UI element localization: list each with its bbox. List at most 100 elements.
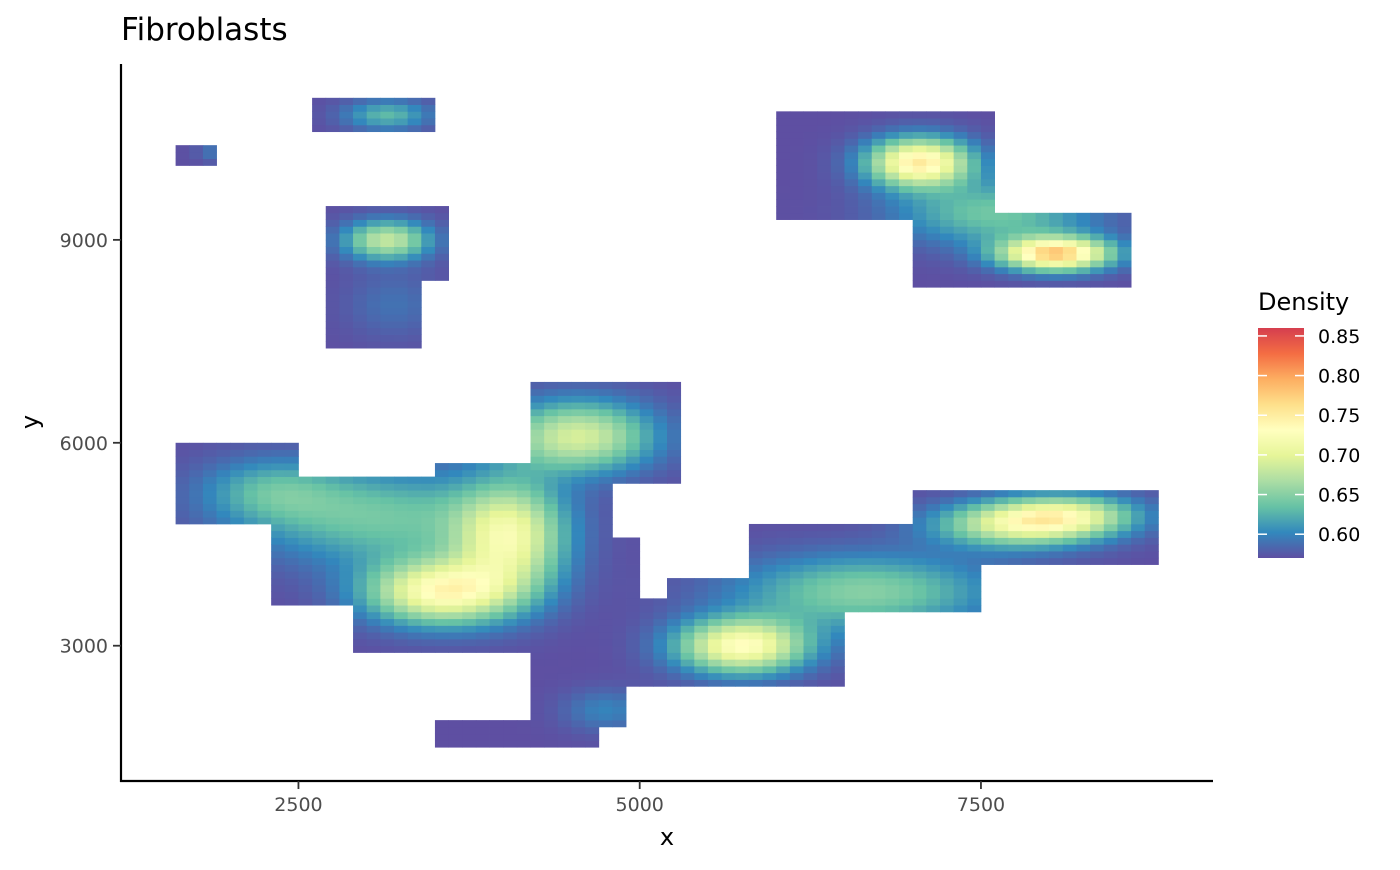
heat-cell [503,496,518,505]
heat-cell [585,726,600,735]
heat-cell [789,551,804,559]
heat-cell [940,185,955,193]
heat-cell [394,591,409,599]
heat-cell [557,666,572,674]
heat-cell [557,557,572,565]
heat-cell [407,503,422,511]
heat-cell [1076,239,1091,248]
heat-cell [585,618,600,626]
heat-cell [448,537,463,545]
heat-cell [503,557,518,565]
heat-cell [844,564,859,572]
heat-cell [899,591,914,599]
heat-cell [980,219,995,227]
heat-cell [271,442,286,450]
heat-cell [980,151,995,160]
heat-cell [585,659,600,667]
heat-cell [353,544,368,552]
heat-cell [475,517,490,525]
heat-cell [940,206,955,214]
heat-cell [462,537,477,545]
heat-cell [585,510,600,518]
heat-cell [516,638,531,647]
heat-cell [462,490,477,498]
heat-cell [912,111,927,119]
heat-cell [598,625,613,633]
heat-cell [434,618,449,626]
heat-cell [1103,226,1118,234]
heat-cell [776,591,791,599]
heat-cell [544,456,559,464]
heat-cell [598,483,613,491]
heat-cell [298,523,313,532]
heat-cell [885,158,900,166]
heat-cell [175,456,190,464]
heat-cell [571,591,586,599]
heat-cell [544,463,559,471]
heat-cell [339,490,354,498]
heat-cell [544,395,559,403]
heat-cell [912,246,927,254]
heat-cell [899,551,914,559]
heat-cell [639,442,654,450]
heat-cell [571,496,586,505]
heat-cell [544,381,559,390]
heat-cell [189,483,204,491]
heat-cell [748,530,763,538]
heat-cell [667,476,682,484]
heat-cell [940,517,955,525]
heat-cell [953,598,968,606]
heat-cell [216,496,231,505]
heat-cell [789,199,804,207]
heat-cell [789,178,804,187]
heat-cell [339,260,354,268]
heat-cell [380,327,395,335]
heat-cell [530,429,545,437]
heat-cell [885,564,900,572]
heat-cell [353,212,368,220]
heat-cell [735,645,750,653]
heat-cell [1021,253,1036,261]
heat-cell [434,605,449,613]
heat-cell [325,537,340,545]
heat-cell [1049,280,1064,288]
heat-cell [312,578,327,586]
heat-cell [817,584,832,592]
heat-cell [844,605,859,613]
heat-cell [1049,253,1064,261]
heat-cell [1062,530,1077,538]
heat-cell [448,463,463,471]
heat-cell [858,571,873,579]
heat-cell [598,679,613,687]
heat-cell [448,638,463,647]
heat-cell [1021,530,1036,538]
heat-cell [585,645,600,653]
heat-cell [407,314,422,322]
heat-cell [830,638,845,647]
legend-tick-label: 0.65 [1318,485,1360,507]
heat-cell [325,591,340,599]
heat-cell [585,517,600,525]
heat-cell [1076,551,1091,559]
heat-cell [557,415,572,423]
heat-cell [899,598,914,606]
heat-cell [885,165,900,173]
heat-cell [871,564,886,572]
heat-cell [271,463,286,471]
heat-cell [557,706,572,714]
heat-cell [598,415,613,423]
heat-cell [735,625,750,633]
heat-cell [871,165,886,173]
heat-cell [612,415,627,423]
heat-cell [1117,490,1132,498]
heat-cell [339,206,354,214]
heat-cell [926,199,941,207]
heat-cell [926,158,941,166]
heat-cell [789,158,804,166]
heat-cell [407,293,422,302]
heat-cell [434,219,449,227]
heat-cell [1008,280,1023,288]
heat-cell [694,679,709,687]
heat-cell [353,557,368,565]
